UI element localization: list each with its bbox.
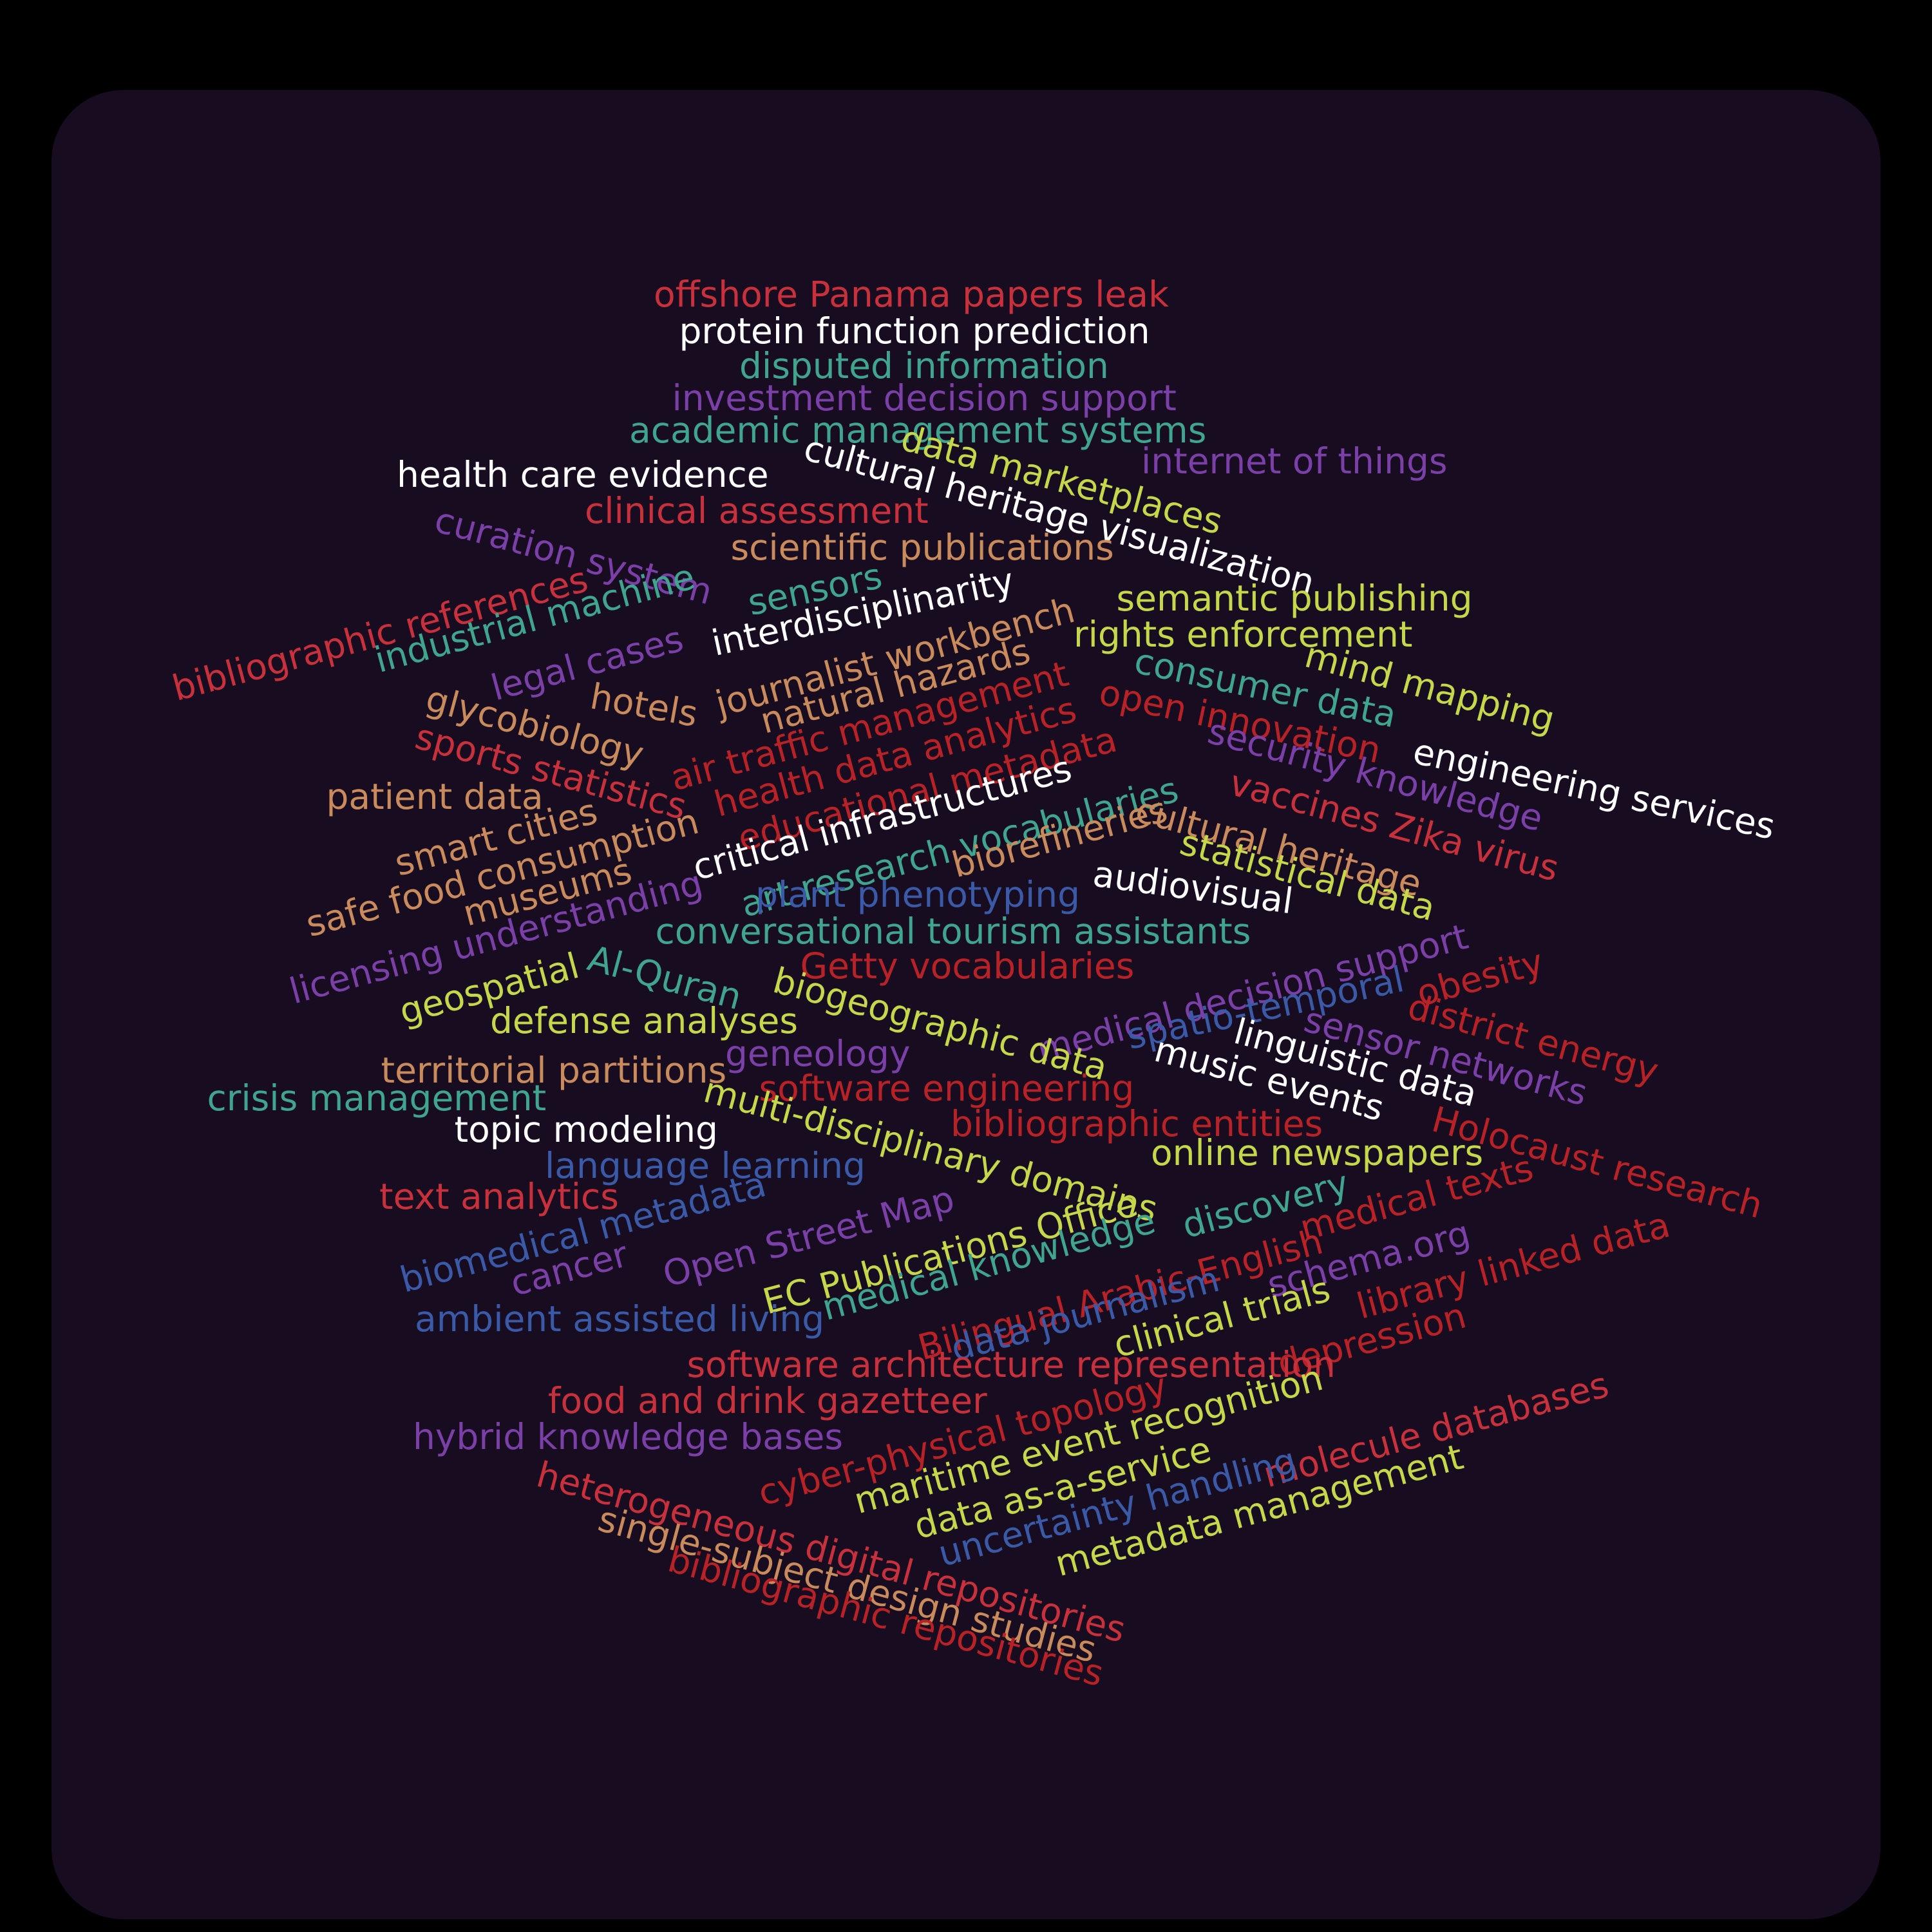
word-crisis-management: crisis management [207, 1077, 547, 1119]
word-scientific-publications: scientific publications [730, 526, 1114, 568]
word-plant-phenotyping: plant phenotyping [755, 873, 1080, 915]
word-clinical-assessment: clinical assessment [585, 489, 929, 531]
word-internet-of-things: internet of things [1141, 440, 1448, 482]
word-geneology: geneology [725, 1032, 911, 1074]
word-defense-analyses: defense analyses [490, 999, 799, 1041]
word-investment-decision-support: investment decision support [672, 377, 1177, 419]
word-territorial-partitions: territorial partitions [381, 1049, 727, 1091]
word-food-and-drink-gazetteer: food and drink gazetteer [548, 1379, 987, 1421]
word-rights-enforcement: rights enforcement [1074, 613, 1413, 655]
word-offshore-panama-papers-leak: offshore Panama papers leak [654, 273, 1169, 315]
word-hybrid-knowledge-bases: hybrid knowledge bases [413, 1416, 843, 1457]
word-text-analytics: text analytics [379, 1175, 619, 1217]
word-semantic-publishing: semantic publishing [1116, 577, 1473, 619]
word-getty-vocabularies: Getty vocabularies [800, 945, 1135, 987]
word-conversational-tourism-assistants: conversational tourism assistants [655, 910, 1251, 952]
word-software-engineering: software engineering [759, 1067, 1135, 1109]
word-topic-modeling: topic modeling [454, 1108, 718, 1150]
word-bibliographic-entities: bibliographic entities [951, 1103, 1323, 1144]
word-cloud-panel: offshore Panama papers leak protein funct… [52, 90, 1880, 1919]
word-online-newspapers: online newspapers [1151, 1132, 1484, 1173]
word-software-architecture-representation: software architecture representation [687, 1343, 1336, 1385]
word-ambient-assisted-living: ambient assisted living [415, 1298, 825, 1340]
word-protein-function-prediction: protein function prediction [679, 310, 1150, 352]
word-academic-management-systems: academic management systems [629, 409, 1207, 451]
word-health-care-evidence: health care evidence [397, 453, 769, 495]
word-disputed-information: disputed information [739, 345, 1109, 386]
word-language-learning: language learning [545, 1144, 866, 1186]
word-patient-data: patient data [326, 775, 544, 817]
